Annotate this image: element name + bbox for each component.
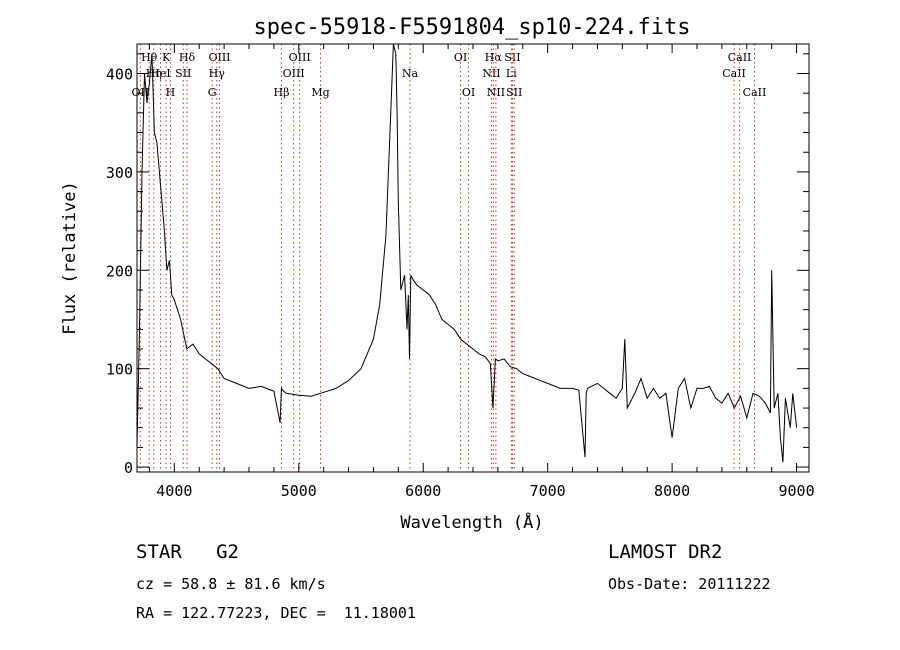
y-tick-label: 300 bbox=[106, 164, 133, 182]
observation-date: Obs-Date: 20111222 bbox=[608, 575, 771, 593]
x-tick-label: 8000 bbox=[654, 482, 690, 500]
line-marker-label: OIII bbox=[283, 67, 305, 80]
line-marker-label: G bbox=[208, 86, 217, 99]
line-marker-label: Hθ bbox=[141, 51, 158, 64]
line-marker-label: SII bbox=[175, 67, 191, 80]
line-marker-label: CaII bbox=[743, 86, 767, 99]
line-marker-label: OIII bbox=[289, 51, 311, 64]
x-tick-label: 5000 bbox=[281, 482, 317, 500]
line-marker-label: Hγ bbox=[209, 67, 226, 80]
line-marker-label: SII bbox=[504, 51, 520, 64]
line-marker-label: Li bbox=[506, 67, 517, 80]
line-marker-label: NII bbox=[487, 86, 505, 99]
chart-title: spec-55918-F5591804_sp10-224.fits bbox=[253, 15, 690, 40]
line-marker-label: OII bbox=[132, 86, 150, 99]
y-tick-label: 100 bbox=[106, 361, 133, 379]
line-marker-label: OIII bbox=[208, 51, 230, 64]
line-marker-label: SII bbox=[506, 86, 522, 99]
line-marker-label: Na bbox=[402, 67, 419, 80]
line-marker-label: K bbox=[162, 51, 171, 64]
x-tick-label: 4000 bbox=[156, 482, 192, 500]
y-tick-label: 0 bbox=[124, 459, 133, 477]
spectrum-line bbox=[136, 43, 798, 463]
line-marker-label: Hδ bbox=[179, 51, 196, 64]
x-tick-label: 9000 bbox=[778, 482, 814, 500]
line-markers: OIIHθHηHeIKHSIIHδGHγOIIIHβOIIIOIIIMgNaOI… bbox=[132, 44, 767, 472]
x-tick-label: 6000 bbox=[405, 482, 441, 500]
y-tick-label: 200 bbox=[106, 262, 133, 280]
line-marker-label: CaII bbox=[722, 67, 746, 80]
plot-frame bbox=[136, 43, 810, 473]
x-tick-label: 7000 bbox=[530, 482, 566, 500]
object-class: STAR G2 bbox=[136, 541, 239, 563]
redshift-velocity: cz = 58.8 ± 81.6 km/s bbox=[136, 575, 326, 593]
line-marker-label: H bbox=[166, 86, 176, 99]
y-axis-label: Flux (relative) bbox=[60, 181, 80, 335]
line-marker-label: Mg bbox=[311, 86, 329, 99]
line-marker-label: Hβ bbox=[274, 86, 290, 99]
survey-name: LAMOST DR2 bbox=[608, 541, 723, 563]
axis-ticks: 4000 5000 6000 7000 8000 9000 0 100 200 300 400 bbox=[106, 44, 815, 500]
line-marker-label: NII bbox=[482, 67, 500, 80]
line-marker-label: Hα bbox=[485, 51, 503, 64]
line-marker-label: OI bbox=[462, 86, 475, 99]
line-marker-label: CaII bbox=[728, 51, 752, 64]
x-axis-label: Wavelength (Å) bbox=[400, 511, 543, 533]
y-tick-label: 400 bbox=[106, 66, 133, 84]
coordinates: RA = 122.77223, DEC = 11.18001 bbox=[136, 604, 416, 622]
line-marker-label: OI bbox=[454, 51, 467, 64]
line-marker-label: HeI bbox=[150, 67, 170, 80]
